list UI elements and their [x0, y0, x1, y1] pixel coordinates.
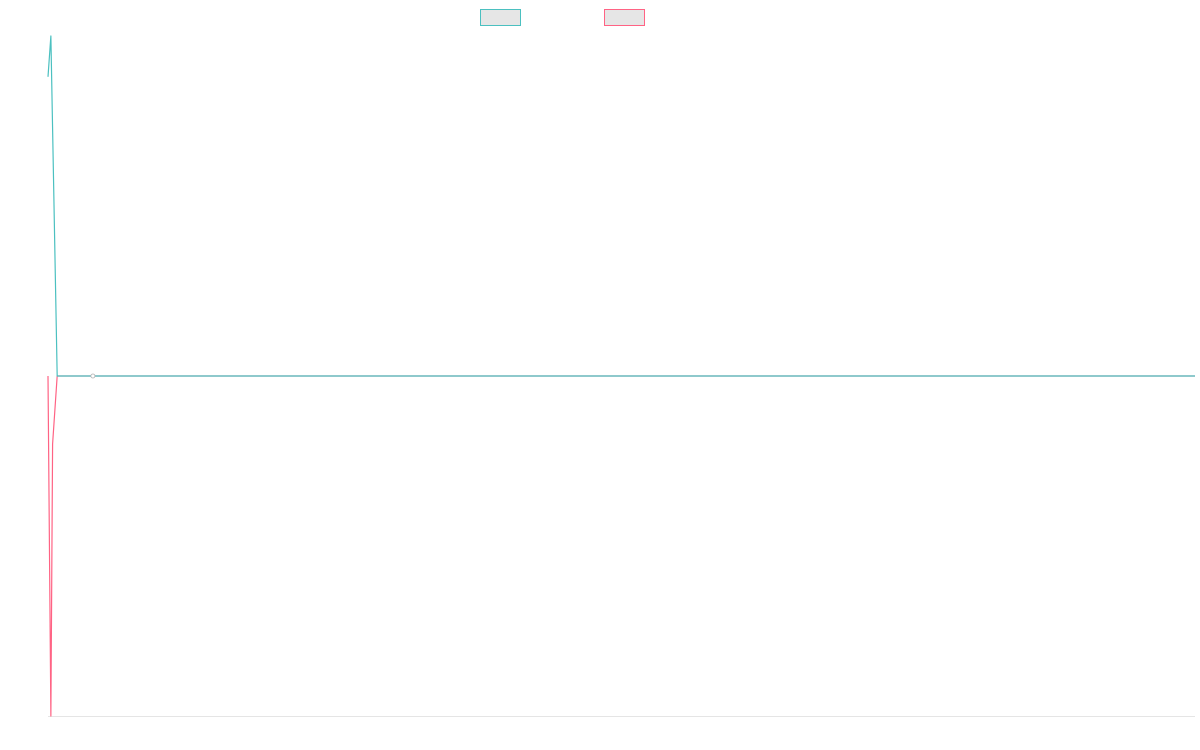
- legend-swatch-series-a: [480, 9, 521, 26]
- plot-area: [47, 35, 1195, 717]
- series-layer: [47, 35, 1195, 717]
- legend: [480, 9, 645, 26]
- series-b-line: [47, 375, 1195, 717]
- data-point-marker[interactable]: [90, 373, 96, 379]
- legend-item-series-a[interactable]: [480, 9, 521, 26]
- legend-item-series-b[interactable]: [604, 9, 645, 26]
- legend-swatch-series-b: [604, 9, 645, 26]
- series-a-line: [47, 35, 1195, 377]
